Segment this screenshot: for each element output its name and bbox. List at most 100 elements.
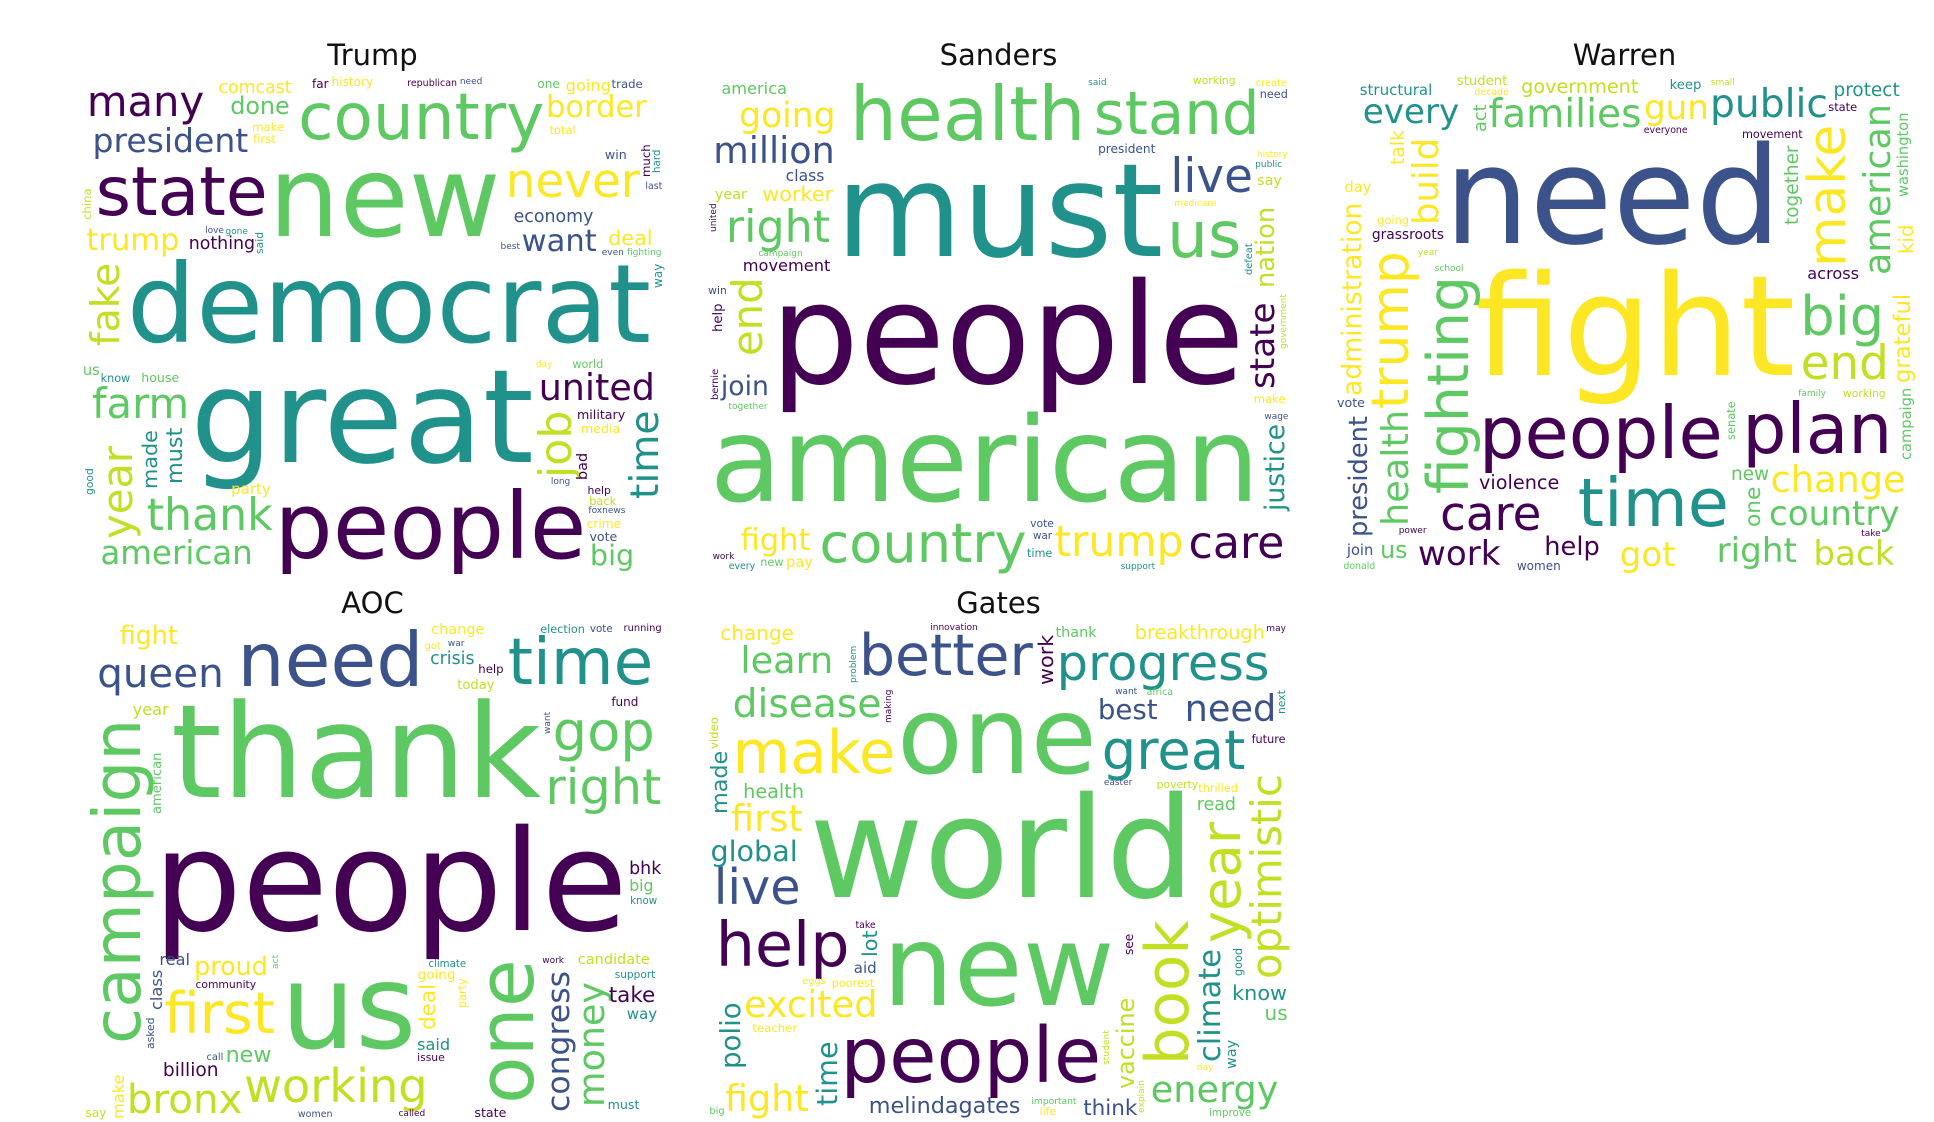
word-one: one [1741,486,1767,528]
word-people: people [1478,391,1723,476]
word-vote: vote [589,623,613,636]
word-talk: talk [1387,130,1409,166]
word-said: said [253,232,267,255]
word-vote: vote [1030,517,1054,531]
word-public: public [1709,81,1828,127]
word-time: time [1026,546,1053,560]
word-democrat: democrat [126,240,652,368]
word-across: across [1807,264,1860,284]
word-movement: movement [742,256,831,276]
word-world: world [809,767,1195,931]
word-student: student [1102,1030,1113,1066]
word-fund: fund [611,695,639,710]
word-power: power [1398,526,1427,537]
word-take: take [1861,529,1881,540]
word-working: working [1192,74,1236,87]
word-health: health [1374,409,1418,526]
word-small: small [1710,77,1735,88]
word-campaign: campaign [1897,388,1915,461]
word-health: health [849,74,1086,159]
word-washington: washington [1895,113,1913,198]
word-war: war [1033,530,1053,543]
word-day: day [535,359,553,370]
word-china: china [80,188,95,220]
word-families: families [1488,92,1642,138]
word-support: support [614,968,656,981]
word-class: class [146,969,166,1011]
word-work: work [1417,533,1501,574]
word-live: live [1170,149,1253,204]
word-may: may [1266,624,1286,635]
word-worker: worker [762,182,834,206]
word-called: called [398,1108,426,1119]
word-trump: trump [1361,251,1422,409]
word-economy: economy [513,207,594,228]
word-together: together [1782,145,1804,225]
word-poorest: poorest [831,976,875,990]
word-thank: thank [1055,624,1097,641]
word-way: way [1223,1040,1240,1070]
word-africa: africa [1146,687,1174,699]
word-next: next [1275,689,1289,714]
word-campaign: campaign [758,249,803,260]
word-back: back [1813,533,1895,574]
word-time: time [623,410,665,499]
word-job: job [530,410,582,479]
word-great: great [1101,719,1246,783]
word-best: best [1097,692,1158,726]
word-american: american [149,752,165,815]
word-president: president [1098,142,1156,157]
word-nation: nation [1251,207,1282,289]
word-know: know [630,894,658,907]
word-need: need [1444,118,1782,276]
word-work: work [542,955,565,966]
word-gop: gop [552,699,655,763]
word-create: create [1255,77,1287,89]
word-one: one [897,673,1097,799]
word-women: women [1516,558,1561,573]
word-election: election [540,623,585,637]
word-hard: hard [651,149,664,174]
word-state: state [1828,100,1858,115]
word-end: end [723,277,773,357]
word-crisis: crisis [430,649,475,670]
word-history: history [1256,150,1288,161]
word-change: change [720,622,794,646]
word-keep: keep [1669,78,1702,94]
word-first: first [253,132,276,147]
word-day: day [1196,1063,1214,1074]
word-care: care [1188,518,1285,570]
panel-title: AOC [341,586,404,620]
word-working: working [244,1059,428,1114]
word-class: class [785,167,825,186]
word-made: made [707,751,734,815]
word-call: call [206,1051,224,1063]
word-world: world [572,357,604,371]
word-thrilled: thrilled [1198,781,1238,795]
word-must: must [835,134,1164,287]
word-comcast: comcast [218,77,292,98]
word-act: act [1469,104,1491,133]
word-made: made [137,430,162,490]
word-join: join [1346,542,1374,560]
word-grassroots: grassroots [1371,226,1444,243]
word-future: future [1251,732,1286,746]
word-fighting: fighting [1415,275,1482,494]
word-senate: senate [1723,401,1738,441]
word-eggs: eggs [802,975,826,987]
word-got: got [424,641,441,653]
word-us: us [1264,1001,1288,1026]
word-first: first [731,797,803,841]
word-proud: proud [194,951,268,982]
word-real: real [159,949,191,969]
word-new: new [1730,464,1770,486]
word-donald: donald [1343,560,1376,572]
word-thank: thank [146,489,273,541]
word-change: change [1770,458,1906,502]
word-issue: issue [417,1050,445,1064]
word-must: must [161,427,188,484]
word-foxnews: foxnews [588,506,626,517]
word-together: together [728,401,768,412]
word-united: united [538,365,655,409]
word-government: government [1521,75,1639,99]
